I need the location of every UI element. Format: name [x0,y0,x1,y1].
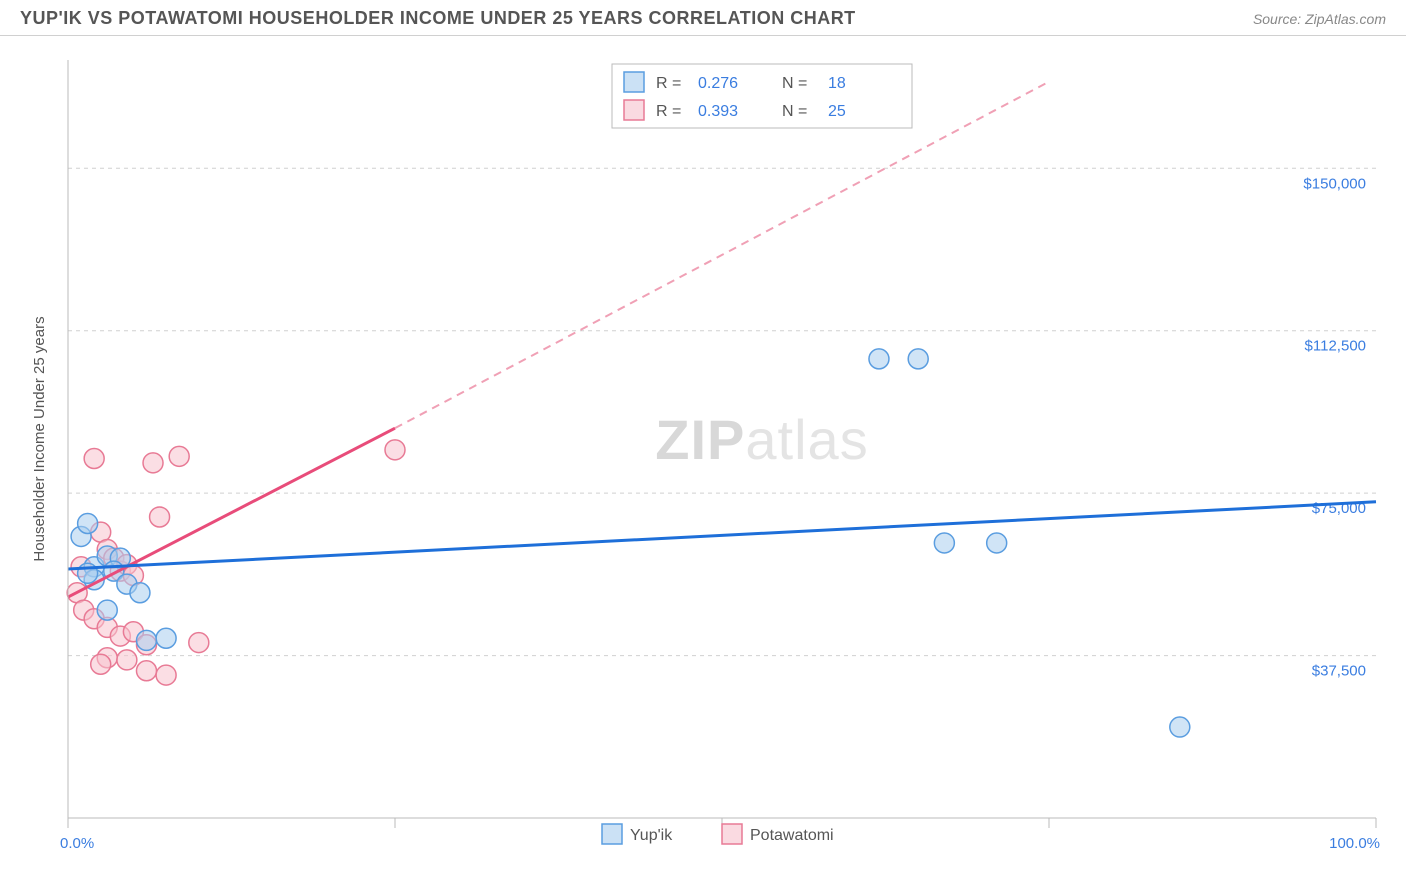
data-point-yupik [78,513,98,533]
watermark: ZIPatlas [655,408,868,471]
stats-r-yupik: 0.276 [698,75,738,92]
data-point-yupik [869,349,889,369]
data-point-yupik [130,583,150,603]
data-point-yupik [1170,717,1190,737]
stats-swatch-potawatomi [624,100,644,120]
data-point-potawatomi [156,665,176,685]
data-point-potawatomi [136,661,156,681]
legend-label-potawatomi: Potawatomi [750,827,834,844]
data-point-yupik [136,630,156,650]
data-point-potawatomi [84,448,104,468]
data-point-potawatomi [385,440,405,460]
stats-n-yupik: 18 [828,75,846,92]
trendline-yupik [68,502,1376,569]
chart-source: Source: ZipAtlas.com [1253,11,1386,27]
chart-title: YUP'IK VS POTAWATOMI HOUSEHOLDER INCOME … [20,8,856,29]
stats-r-label: R = [656,103,681,120]
x-tick-label-max: 100.0% [1329,835,1380,852]
y-tick-label: $112,500 [1305,338,1366,355]
data-point-potawatomi [91,654,111,674]
chart-header: YUP'IK VS POTAWATOMI HOUSEHOLDER INCOME … [0,0,1406,36]
trendline-potawatomi [68,428,395,597]
legend-swatch-yupik [602,824,622,844]
data-point-yupik [908,349,928,369]
correlation-chart: $37,500$75,000$112,500$150,000ZIPatlas0.… [20,48,1396,882]
x-tick-label-min: 0.0% [60,835,94,852]
data-point-yupik [97,600,117,620]
data-point-potawatomi [150,507,170,527]
stats-n-label: N = [782,103,807,120]
data-point-potawatomi [189,633,209,653]
y-axis-title: Householder Income Under 25 years [31,316,48,561]
stats-swatch-yupik [624,72,644,92]
data-point-potawatomi [143,453,163,473]
stats-n-potawatomi: 25 [828,103,846,120]
trendline-potawatomi-extrapolated [395,82,1049,429]
y-tick-label: $37,500 [1312,663,1366,680]
data-point-potawatomi [169,446,189,466]
chart-container: $37,500$75,000$112,500$150,000ZIPatlas0.… [20,48,1396,882]
data-point-potawatomi [117,650,137,670]
y-tick-label: $150,000 [1303,175,1366,192]
stats-r-potawatomi: 0.393 [698,103,738,120]
data-point-yupik [987,533,1007,553]
legend-swatch-potawatomi [722,824,742,844]
data-point-yupik [934,533,954,553]
legend-label-yupik: Yup'ik [630,827,673,844]
data-point-yupik [156,628,176,648]
stats-n-label: N = [782,75,807,92]
stats-r-label: R = [656,75,681,92]
